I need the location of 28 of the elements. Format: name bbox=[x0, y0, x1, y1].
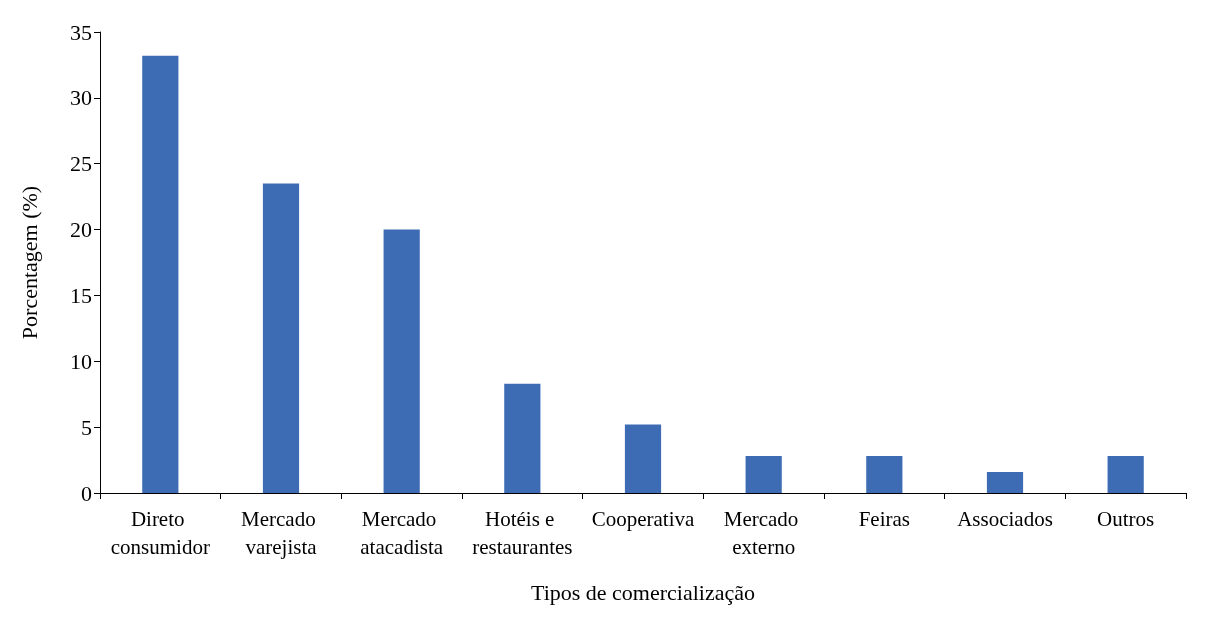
x-tick-label: Cooperativa bbox=[591, 507, 695, 531]
bar bbox=[986, 471, 1024, 493]
y-tick-label: 35 bbox=[70, 19, 92, 45]
x-tick-label: Hotéis e restaurantes bbox=[472, 507, 573, 559]
bar bbox=[866, 456, 903, 493]
y-tick-label: 15 bbox=[70, 282, 92, 308]
bar bbox=[1107, 456, 1144, 493]
bar bbox=[383, 229, 420, 493]
x-tick-label: Outros bbox=[1097, 507, 1155, 531]
y-tick-label: 30 bbox=[70, 85, 92, 111]
y-axis-title: Porcentagem (%) bbox=[16, 185, 42, 340]
x-tick-label: Direto consumidor bbox=[110, 507, 210, 559]
x-tick-label: Associados bbox=[957, 507, 1053, 531]
y-tick-label: 5 bbox=[81, 414, 92, 440]
bar bbox=[624, 424, 662, 493]
x-tick-label: Feiras bbox=[858, 507, 910, 531]
y-tick-label: 10 bbox=[70, 348, 92, 374]
x-tick-label: Mercado atacadista bbox=[360, 507, 444, 559]
y-tick-label: 25 bbox=[70, 151, 92, 177]
bar bbox=[142, 55, 179, 493]
y-tick-label: 20 bbox=[70, 217, 92, 243]
bar bbox=[504, 383, 541, 493]
x-tick-label: Mercado externo bbox=[723, 507, 804, 559]
bar bbox=[262, 183, 300, 493]
x-tick-label: Mercado varejista bbox=[241, 507, 321, 559]
y-tick-label: 0 bbox=[81, 480, 92, 506]
x-axis-title: Tipos de comercialização bbox=[531, 579, 755, 605]
bar bbox=[745, 456, 782, 493]
